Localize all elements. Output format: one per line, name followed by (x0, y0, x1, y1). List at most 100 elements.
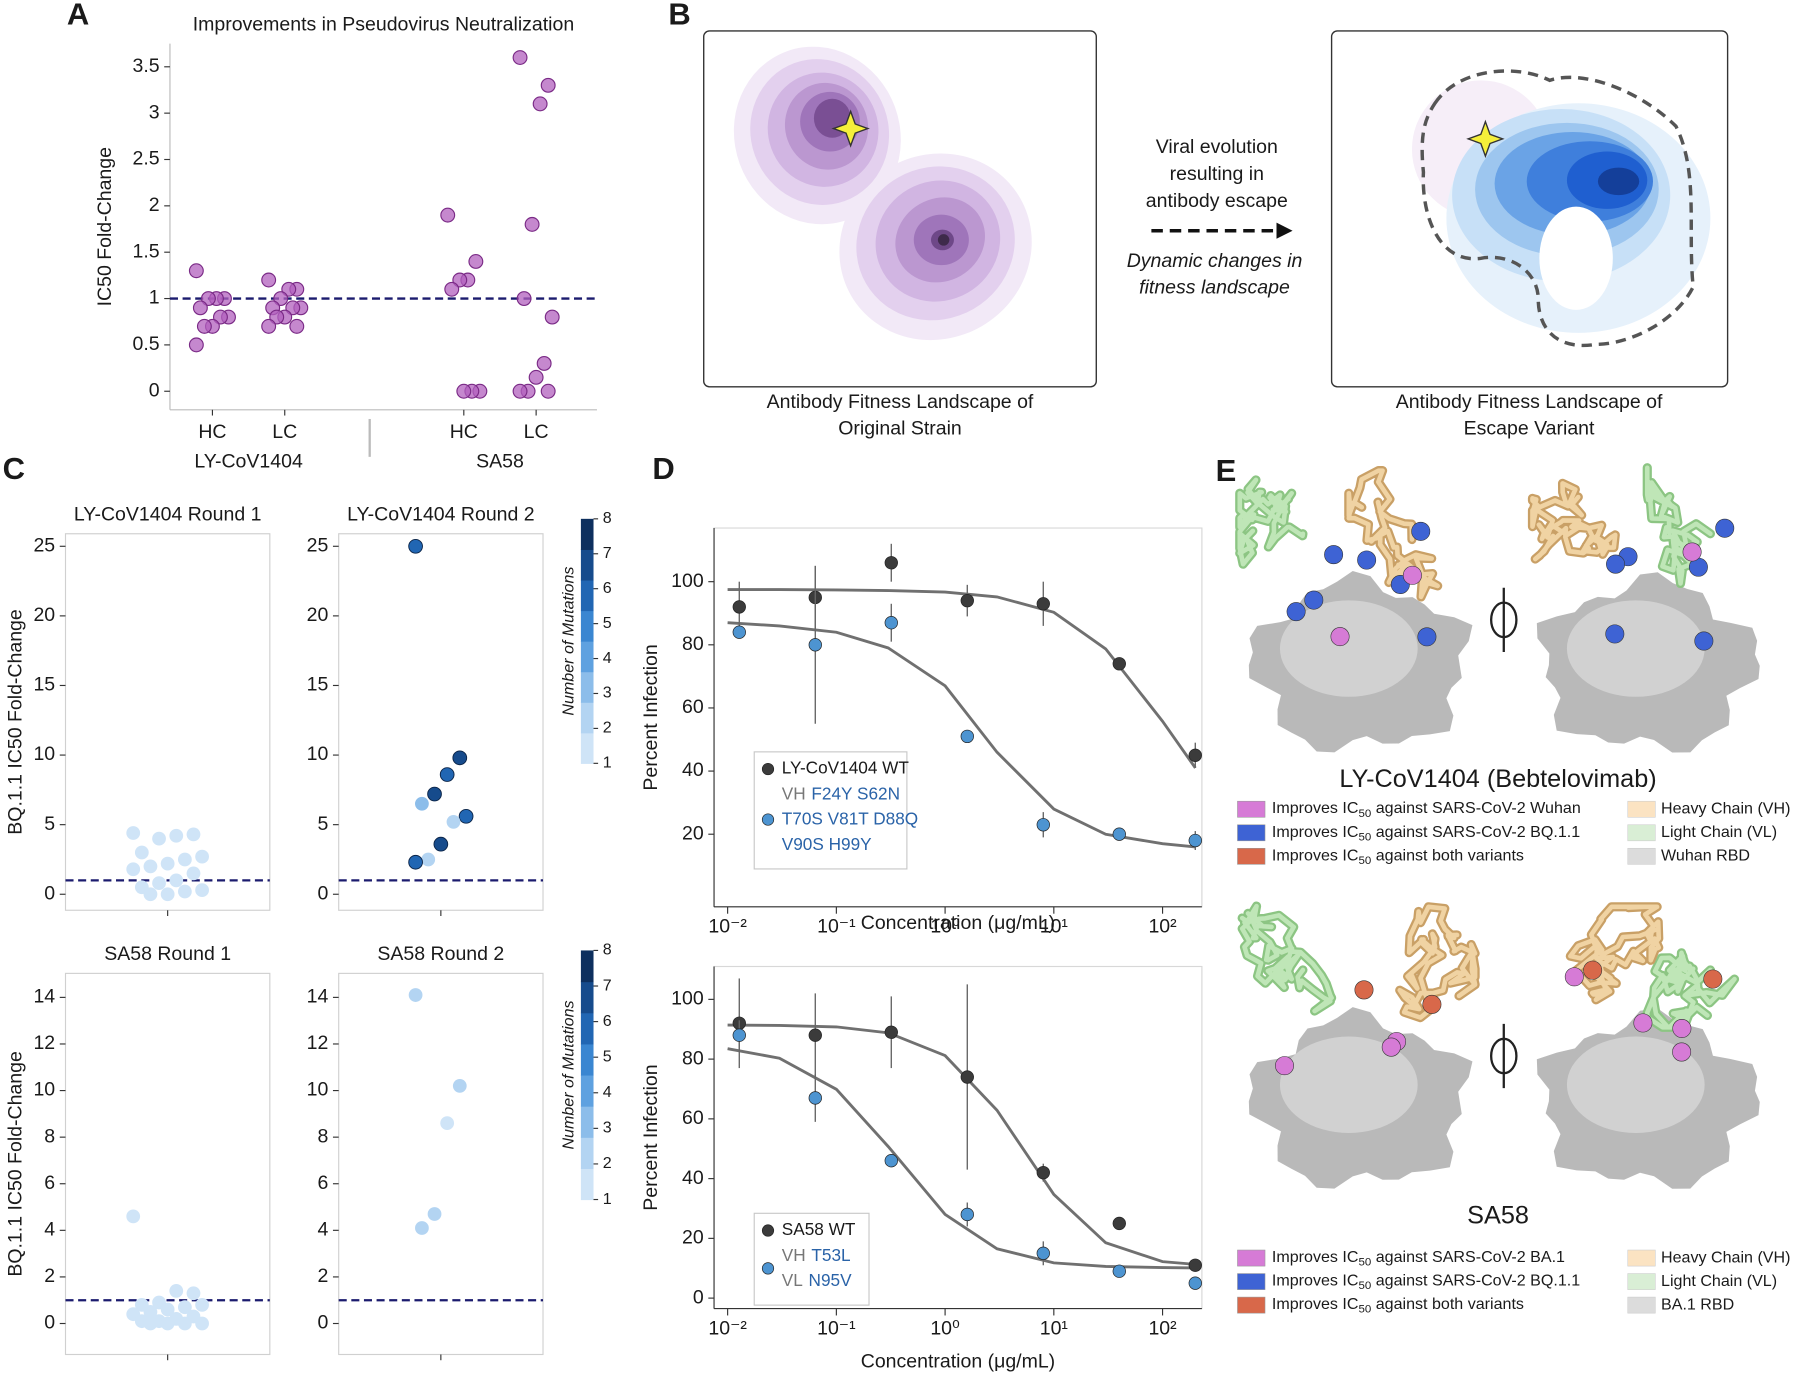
point (439, 767, 455, 782)
point (177, 852, 192, 867)
y-tick-label: 0 (44, 1312, 55, 1334)
point (177, 1316, 192, 1331)
legend-frame (753, 751, 908, 870)
legend-marker (761, 813, 775, 826)
colorbar-segment (580, 579, 594, 612)
chain-highlight (1397, 904, 1478, 1020)
y-tick-label: 10 (33, 1079, 55, 1101)
legend-marker (761, 1262, 775, 1275)
legend-prefix: VH (782, 783, 806, 803)
residue-sphere (1672, 1019, 1692, 1038)
x-tick-label: 10⁻² (708, 916, 747, 938)
legend-label: BA.1 RBD (1661, 1295, 1734, 1313)
point (468, 254, 484, 269)
y-axis-label: BQ.1.1 IC50 Fold-Change (4, 609, 26, 834)
point (408, 538, 423, 554)
arrow-note: Dynamic changes in (1127, 250, 1303, 272)
point (195, 1297, 209, 1312)
rbd-highlight (1566, 1036, 1705, 1133)
colorbar-tick-label: 2 (603, 1154, 612, 1172)
y-tick-label: 12 (307, 1032, 329, 1054)
y-axis-label: IC50 Fold-Change (94, 147, 116, 306)
y-tick-label: 0 (318, 1312, 329, 1334)
rbd-highlight (1566, 600, 1705, 697)
point (532, 96, 548, 112)
residue-sphere (1357, 550, 1377, 570)
colorbar-tick-label: 6 (603, 1012, 612, 1030)
legend-swatch (1237, 1273, 1266, 1290)
point (152, 831, 166, 846)
legend-label: Light Chain (VL) (1661, 1272, 1777, 1290)
y-tick-label: 15 (33, 674, 55, 696)
legend-marker (761, 762, 775, 776)
colorbar-tick-label: 1 (603, 754, 612, 772)
point (446, 814, 461, 829)
point (415, 1221, 429, 1235)
x-tick-label: HC (198, 421, 226, 443)
point (960, 1070, 974, 1084)
colorbar-segment (580, 950, 594, 983)
legend-swatch (1237, 800, 1266, 818)
residue-sphere (1411, 521, 1431, 541)
residue-sphere (1422, 994, 1442, 1014)
point (261, 318, 277, 334)
residue-sphere (1286, 602, 1306, 622)
colorbar-segment (580, 1074, 594, 1107)
colorbar-segment (580, 981, 594, 1014)
point (195, 1316, 209, 1331)
colorbar-segment (580, 610, 594, 642)
colorbar-label: Number of Mutations (560, 1000, 578, 1149)
legend-label: VH T53L (782, 1244, 851, 1264)
legend-swatch (1627, 1249, 1656, 1267)
residue-sphere (1672, 1042, 1692, 1062)
fit-line (727, 621, 1196, 849)
colorbar-tick-label: 8 (603, 509, 612, 527)
point (544, 309, 560, 325)
protein-structure (1237, 901, 1480, 1189)
legend-swatch (1627, 1273, 1656, 1290)
y-tick-label: 3 (149, 101, 160, 123)
legend-text: T70S V81T D88Q (782, 808, 918, 828)
fit-line (727, 588, 1197, 769)
legend-text: against SARS-CoV-2 BQ.1.1 (1371, 1272, 1580, 1290)
legend-sub: 50 (1359, 1304, 1372, 1316)
y-tick-label: 1.5 (133, 240, 160, 262)
point (1188, 1258, 1202, 1272)
legend-label: VH F24Y S62N (782, 783, 900, 803)
y-tick-label: 60 (682, 696, 704, 718)
point (188, 337, 204, 353)
x-tick-label: 10⁻¹ (817, 1317, 856, 1339)
legend-label: Heavy Chain (VH) (1661, 1248, 1790, 1266)
legend-sub: 50 (1359, 808, 1372, 820)
residue-sphere (1682, 542, 1702, 562)
y-tick-label: 80 (682, 1047, 704, 1069)
colorbar-tick-label: 5 (603, 614, 612, 632)
residue-sphere (1304, 590, 1324, 610)
landscape-escape (1330, 30, 1729, 388)
y-tick-label: 25 (307, 534, 329, 556)
point (960, 1207, 974, 1222)
y-tick-label: 4 (44, 1218, 55, 1240)
point (1112, 1216, 1126, 1231)
x-tick-label: 10⁰ (930, 1317, 960, 1339)
residue-sphere (1381, 1037, 1401, 1057)
y-tick-label: 14 (307, 986, 329, 1008)
legend-text: Improves IC (1272, 799, 1359, 817)
y-tick-label: 10 (33, 743, 55, 765)
point (440, 1116, 455, 1131)
y-tick-label: 20 (33, 604, 55, 626)
colorbar-tick-label: 6 (603, 579, 612, 597)
legend-swatch (1627, 1296, 1656, 1314)
point (143, 1304, 158, 1319)
legend-sub: 50 (1359, 855, 1372, 867)
arrow-head (1276, 222, 1293, 239)
point (528, 369, 544, 385)
point (143, 1316, 158, 1331)
legend-text: Improves IC (1272, 847, 1359, 865)
x-tick-label: 10² (1148, 1317, 1177, 1339)
chain-highlight (1237, 477, 1306, 567)
y-tick-label: 5 (318, 813, 329, 835)
protein-structure (1235, 466, 1473, 753)
protein-structure (1527, 463, 1760, 753)
